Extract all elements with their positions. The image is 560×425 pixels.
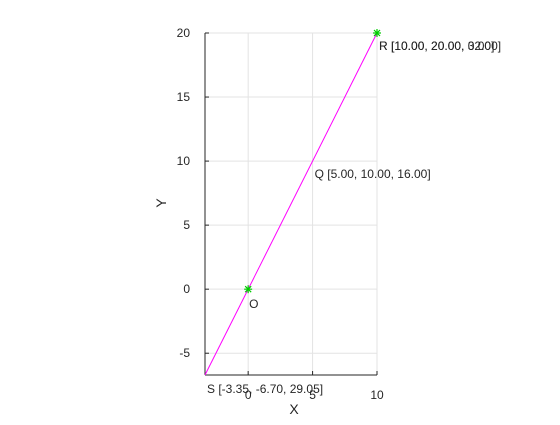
point-annotation: Q [5.00, 10.00, 16.00] xyxy=(315,167,431,181)
y-tick-label: 0 xyxy=(183,282,190,296)
annotations: R [10.00, 20.00, 0.00]R [10.00, 20.00, 3… xyxy=(207,39,501,396)
x-axis-label: X xyxy=(289,401,299,417)
data-point-marker xyxy=(244,285,252,293)
point-annotation: S [-3.35, -6.70, 29.05] xyxy=(207,382,323,396)
data-point-marker xyxy=(373,29,381,37)
y-tick-label: -5 xyxy=(179,346,190,360)
y-tick-label: 15 xyxy=(177,90,191,104)
y-tick-label: 5 xyxy=(183,218,190,232)
series-line xyxy=(205,33,377,375)
series xyxy=(205,33,377,375)
point-annotation: O xyxy=(249,297,258,311)
y-tick-label: 20 xyxy=(177,26,191,40)
y-axis-label: Y xyxy=(153,198,169,208)
x-tick-label: 10 xyxy=(370,388,384,402)
point-annotation: R [10.00, 20.00, 32.00] xyxy=(379,39,501,53)
y-tick-label: 10 xyxy=(177,154,191,168)
